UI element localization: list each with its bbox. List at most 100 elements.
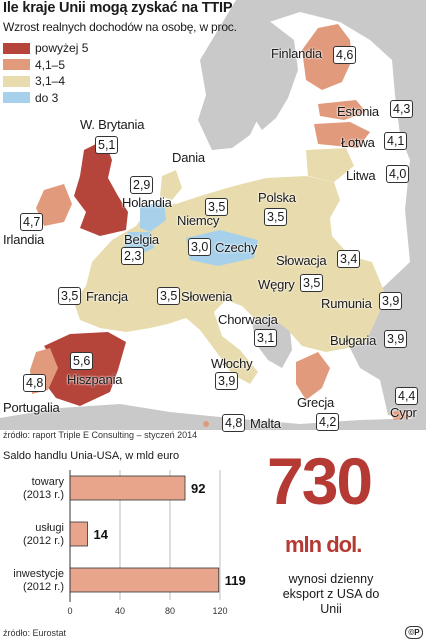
country-label-wegry: Węgry xyxy=(258,277,295,292)
region-irlandia xyxy=(36,184,72,226)
value-box-niemcy: 3,5 xyxy=(205,198,229,216)
legend-label: do 3 xyxy=(35,90,59,105)
value-box-chorwacja: 3,1 xyxy=(254,329,278,347)
country-label-czechy: Czechy xyxy=(215,240,258,255)
value-box-wbrytania: 5,1 xyxy=(95,136,119,154)
value-box-polska: 3,5 xyxy=(264,208,288,226)
legend-swatch xyxy=(3,75,30,87)
legend-item: 4,1–5 xyxy=(3,57,88,74)
country-label-finlandia: Finlandia xyxy=(271,46,322,61)
legend-item: 3,1–4 xyxy=(3,73,88,90)
x-tick-label: 80 xyxy=(165,606,175,616)
highlight-unit: mln dol. xyxy=(285,532,362,557)
x-tick-label: 40 xyxy=(115,606,125,616)
value-box-hiszpania: 5,6 xyxy=(70,352,94,370)
bar-value-label: 119 xyxy=(225,573,246,588)
region-wbrytania xyxy=(74,140,128,236)
country-label-bulgaria: Bułgaria xyxy=(330,333,377,348)
region-finlandia xyxy=(302,24,352,90)
country-label-grecja: Grecja xyxy=(297,395,335,410)
country-label-wlochy: Włochy xyxy=(211,356,253,371)
country-label-dania: Dania xyxy=(172,150,205,165)
country-label-francja: Francja xyxy=(86,289,128,304)
value-box-wegry: 3,5 xyxy=(300,274,324,292)
highlight-description: wynosi dzienny eksport z USA do Unii xyxy=(282,572,380,616)
region-estonia xyxy=(318,100,366,120)
map-legend: powyżej 5 4,1–5 3,1–4 do 3 xyxy=(3,40,88,106)
legend-item: powyżej 5 xyxy=(3,40,88,57)
highlight-number: 730 xyxy=(267,444,373,518)
country-label-slowacja: Słowacja xyxy=(276,253,327,268)
country-label-hiszpania: Hiszpania xyxy=(67,372,123,387)
category-label: (2012 r.) xyxy=(23,581,64,593)
region-lotwa xyxy=(314,122,370,148)
region-litwa xyxy=(306,148,354,182)
country-label-lotwa: Łotwa xyxy=(341,135,375,150)
x-tick-label: 120 xyxy=(212,606,227,616)
legend-label: 4,1–5 xyxy=(35,57,66,72)
value-box-litwa: 4,0 xyxy=(386,165,410,183)
country-label-niemcy: Niemcy xyxy=(177,213,220,228)
value-box-wlochy: 3,9 xyxy=(215,372,239,390)
category-label: (2013 r.) xyxy=(23,489,64,501)
value-box-irlandia: 4,7 xyxy=(20,213,44,231)
value-box-bulgaria: 3,9 xyxy=(384,330,408,348)
country-label-belgia: Belgia xyxy=(124,232,159,247)
bar-source: źródło: Eurostat xyxy=(3,628,67,638)
country-label-cypr: Cypr xyxy=(390,405,417,420)
legend-label: 3,1–4 xyxy=(35,74,66,89)
bar-chart-title: Saldo handlu Unia-USA, w mld euro xyxy=(3,450,180,462)
region-holandia xyxy=(140,202,166,232)
map-subtitle: Wzrost realnych dochodów na osobę, w pro… xyxy=(3,20,237,34)
bar-value-label: 92 xyxy=(191,481,205,496)
bar xyxy=(69,567,220,593)
country-label-wbrytania: W. Brytania xyxy=(80,117,145,132)
category-label: (2012 r.) xyxy=(23,535,64,547)
legend-label: powyżej 5 xyxy=(35,41,89,56)
country-label-holandia: Holandia xyxy=(122,195,172,210)
value-box-slowenia: 3,5 xyxy=(157,287,181,305)
country-label-malta: Malta xyxy=(250,416,281,431)
bar xyxy=(69,475,186,501)
value-box-cypr: 4,4 xyxy=(395,387,419,405)
region-grecja xyxy=(296,352,330,400)
map-source: źródło: raport Triple E Consulting – sty… xyxy=(3,430,198,440)
publisher-logo: ©P xyxy=(405,626,423,639)
value-box-lotwa: 4,1 xyxy=(384,132,408,150)
country-label-polska: Polska xyxy=(258,190,296,205)
region-malta xyxy=(203,421,209,427)
category-label: inwestycje xyxy=(13,568,64,580)
x-tick-label: 0 xyxy=(67,606,72,616)
category-label: towary xyxy=(32,476,65,488)
value-box-grecja: 4,2 xyxy=(316,413,340,431)
region-dania xyxy=(160,170,182,200)
value-box-francja: 3,5 xyxy=(58,287,82,305)
bar-value-label: 14 xyxy=(94,527,109,542)
value-box-czechy: 3,0 xyxy=(188,238,212,256)
bar xyxy=(69,521,88,547)
legend-swatch xyxy=(3,59,30,71)
country-label-litwa: Litwa xyxy=(346,168,376,183)
value-box-rumunia: 3,9 xyxy=(379,292,403,310)
legend-swatch xyxy=(3,92,30,104)
country-label-irlandia: Irlandia xyxy=(3,232,45,247)
legend-swatch xyxy=(3,42,30,54)
country-label-portugalia: Portugalia xyxy=(3,400,60,415)
map-area: Ile kraje Unii mogą zyskać na TTIP Wzros… xyxy=(0,0,426,432)
non-eu-land-north xyxy=(236,0,426,420)
country-label-estonia: Estonia xyxy=(337,104,379,119)
region-szwecja xyxy=(244,20,298,130)
value-box-estonia: 4,3 xyxy=(390,100,414,118)
category-label: usługi xyxy=(35,522,64,534)
value-box-portugalia: 4,8 xyxy=(23,374,47,392)
value-box-malta: 4,8 xyxy=(222,414,246,432)
map-title: Ile kraje Unii mogą zyskać na TTIP xyxy=(3,0,233,16)
country-label-slowenia: Słowenia xyxy=(181,289,233,304)
country-label-rumunia: Rumunia xyxy=(321,296,372,311)
region-cypr xyxy=(390,410,410,420)
value-box-slowacja: 3,4 xyxy=(337,250,361,268)
value-box-dania: 2,9 xyxy=(130,176,154,194)
country-label-chorwacja: Chorwacja xyxy=(218,312,278,327)
legend-item: do 3 xyxy=(3,90,88,107)
